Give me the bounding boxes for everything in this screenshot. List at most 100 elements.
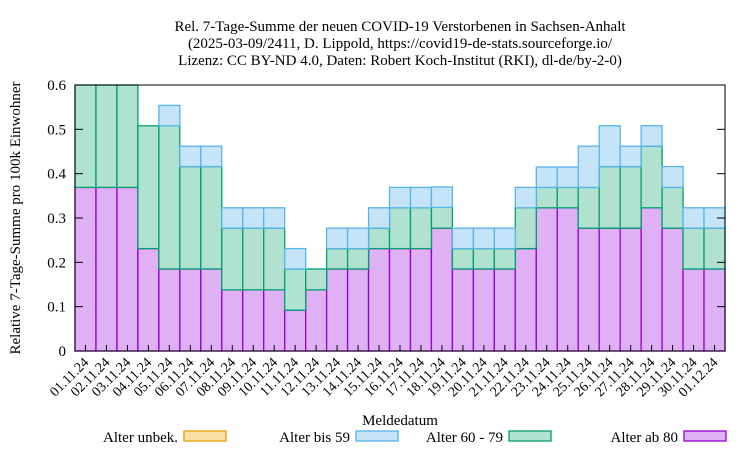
bar-alter-ab-80-17 — [430, 227, 454, 352]
bar-alter-ab-80-29 — [682, 268, 705, 352]
bar-alter-60-79-0 — [74, 84, 97, 189]
bar-alter-60-79-16 — [409, 207, 433, 250]
chart-title-line-2: (2025-03-09/2411, D. Lippold, https://co… — [188, 36, 613, 52]
bar-alter-ab-80-18 — [451, 268, 475, 352]
bar-alter-60-79-22 — [535, 186, 558, 209]
bar-alter-60-79-2 — [116, 84, 139, 189]
bar-alter-ab-80-13 — [346, 268, 370, 352]
bar-alter-bis-59-18 — [451, 227, 475, 250]
bar-alter-ab-80-8 — [242, 289, 265, 352]
bar-alter-ab-80-1 — [95, 186, 118, 352]
bar-alter-bis-59-10 — [284, 247, 307, 270]
bar-alter-bis-59-21 — [514, 186, 537, 209]
y-tick-label-1: 0.1 — [47, 300, 66, 316]
bar-alter-60-79-20 — [493, 247, 516, 270]
bar-alter-ab-80-24 — [577, 227, 600, 352]
bar-alter-60-79-26 — [619, 165, 642, 229]
legend-swatch-alter-bis-59 — [355, 430, 399, 442]
bar-alter-bis-59-12 — [325, 227, 349, 250]
bar-alter-bis-59-13 — [346, 227, 370, 250]
bar-alter-ab-80-3 — [137, 247, 160, 352]
x-axis-label: Meldedatum — [362, 413, 438, 429]
bar-alter-bis-59-24 — [577, 145, 600, 189]
bar-alter-ab-80-27 — [640, 207, 663, 352]
bar-alter-60-79-25 — [598, 165, 621, 229]
bar-alter-60-79-18 — [451, 247, 475, 270]
y-tick-label-6: 0.6 — [47, 78, 66, 94]
bar-alter-bis-59-17 — [430, 186, 454, 209]
bar-alter-60-79-30 — [703, 227, 726, 270]
bar-alter-60-79-9 — [263, 227, 286, 291]
legend-label-alter-60-79: Alter 60 - 79 — [426, 430, 503, 446]
bar-alter-60-79-13 — [346, 247, 370, 270]
bar-alter-60-79-14 — [367, 227, 391, 250]
bar-alter-ab-80-6 — [200, 268, 223, 352]
bar-alter-bis-59-6 — [200, 145, 223, 168]
legend-swatch-alter-unbek — [183, 430, 227, 442]
bar-alter-bis-59-22 — [535, 166, 558, 189]
bar-alter-ab-80-0 — [74, 186, 97, 352]
bar-alter-ab-80-11 — [304, 289, 328, 352]
bar-alter-bis-59-29 — [682, 207, 705, 229]
x-axis: 01.11.2402.11.2403.11.2404.11.2405.11.24… — [47, 345, 721, 400]
bar-alter-ab-80-2 — [116, 186, 139, 352]
bar-alter-60-79-12 — [325, 247, 349, 270]
bar-alter-60-79-3 — [137, 125, 160, 250]
bar-alter-bis-59-9 — [263, 207, 286, 229]
bar-alter-bis-59-20 — [493, 227, 516, 250]
bar-alter-60-79-5 — [179, 165, 202, 270]
bar-alter-bis-59-7 — [221, 207, 244, 229]
bar-alter-ab-80-28 — [661, 227, 684, 352]
y-tick-label-0: 0 — [59, 344, 67, 360]
bar-alter-60-79-23 — [556, 186, 579, 209]
bar-alter-bis-59-14 — [367, 207, 391, 229]
bar-alter-ab-80-21 — [514, 247, 537, 352]
bar-alter-ab-80-20 — [493, 268, 516, 352]
bar-alter-60-79-8 — [242, 227, 265, 291]
legend-swatch-alter-60-79 — [508, 430, 552, 442]
bar-alter-ab-80-25 — [598, 227, 621, 352]
bar-alter-60-79-28 — [661, 186, 684, 229]
bars-layer — [74, 84, 726, 352]
bar-alter-bis-59-23 — [556, 166, 579, 189]
bar-alter-bis-59-4 — [158, 104, 181, 127]
bar-alter-60-79-10 — [284, 268, 307, 311]
bar-alter-ab-80-9 — [263, 289, 286, 352]
bar-alter-60-79-24 — [577, 186, 600, 229]
bar-alter-ab-80-23 — [556, 207, 579, 352]
y-tick-label-3: 0.3 — [47, 211, 66, 227]
legend-label-alter-unbek: Alter unbek. — [103, 430, 178, 446]
legend-label-alter-bis-59: Alter bis 59 — [279, 430, 350, 446]
bar-alter-60-79-1 — [95, 84, 118, 189]
bar-alter-bis-59-16 — [409, 186, 433, 209]
bar-alter-60-79-29 — [682, 227, 705, 270]
bar-alter-60-79-6 — [200, 165, 223, 270]
bar-alter-ab-80-12 — [325, 268, 349, 352]
bar-alter-ab-80-16 — [409, 247, 433, 352]
bar-alter-60-79-19 — [472, 247, 496, 270]
bar-alter-ab-80-4 — [158, 268, 181, 352]
legend: Alter unbek. Alter bis 59 Alter 60 - 79 Alt… — [103, 430, 727, 446]
chart-title-line-1: Rel. 7-Tage-Summe der neuen COVID-19 Ver… — [174, 19, 626, 35]
legend-swatch-alter-ab-80 — [683, 430, 727, 442]
legend-label-alter-ab-80: Alter ab 80 — [611, 430, 678, 446]
bar-alter-bis-59-27 — [640, 125, 663, 147]
bar-alter-ab-80-22 — [535, 207, 558, 352]
chart-title: Rel. 7-Tage-Summe der neuen COVID-19 Ver… — [174, 19, 626, 69]
bar-alter-60-79-7 — [221, 227, 244, 291]
bar-alter-ab-80-14 — [367, 247, 391, 352]
bar-alter-60-79-11 — [304, 268, 328, 291]
bar-alter-bis-59-25 — [598, 125, 621, 168]
bar-alter-60-79-17 — [430, 206, 454, 229]
bar-alter-bis-59-5 — [179, 145, 202, 168]
bar-alter-ab-80-30 — [703, 268, 726, 352]
bar-alter-ab-80-10 — [284, 309, 307, 352]
bar-alter-60-79-15 — [388, 207, 412, 250]
bar-alter-60-79-27 — [640, 145, 663, 209]
bar-alter-ab-80-19 — [472, 268, 496, 352]
bar-alter-bis-59-8 — [242, 207, 265, 229]
bar-alter-60-79-21 — [514, 207, 537, 250]
bar-alter-ab-80-15 — [388, 247, 412, 352]
bar-alter-bis-59-28 — [661, 165, 684, 189]
